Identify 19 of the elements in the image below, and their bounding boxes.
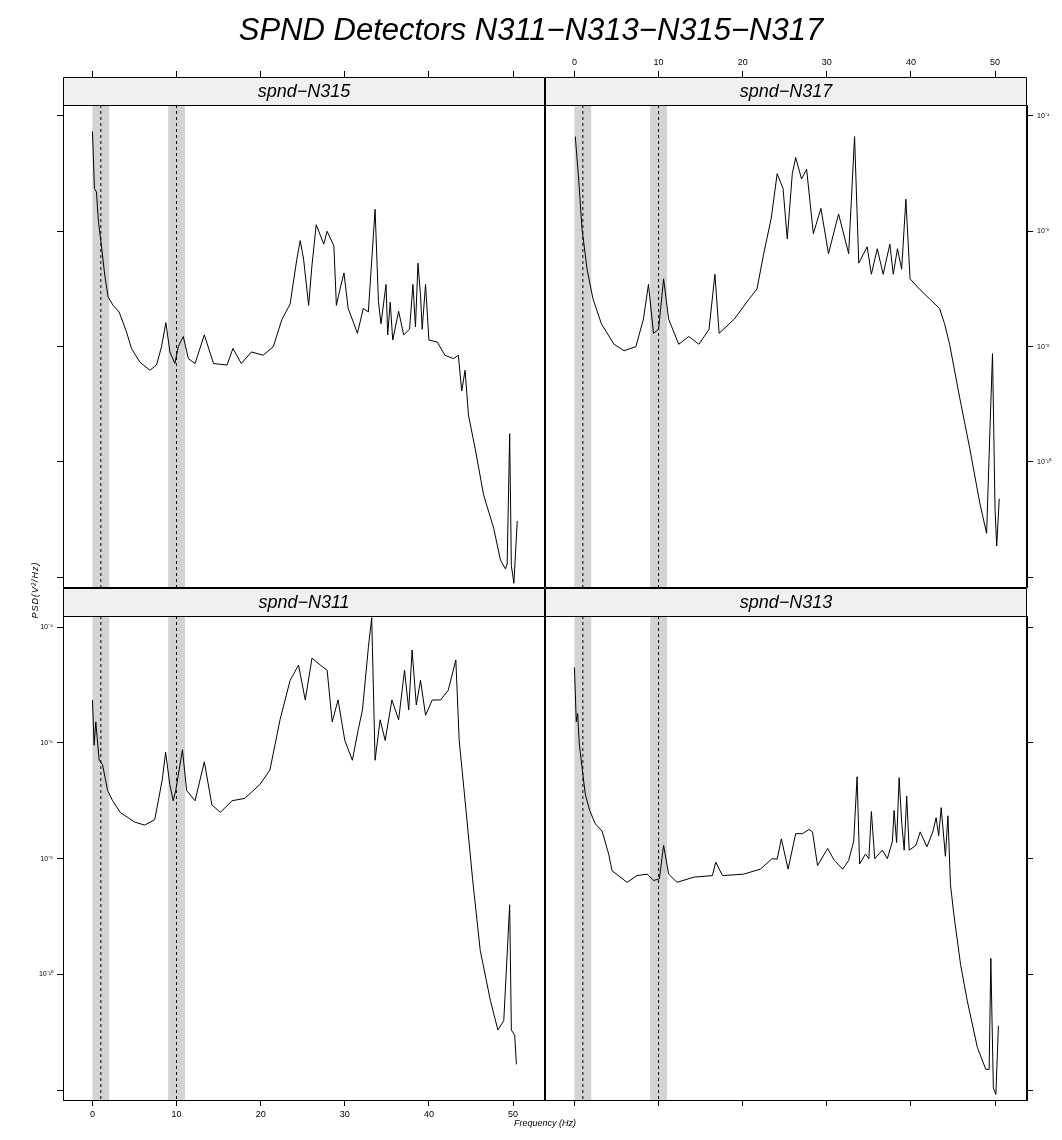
x-tick-label: 20 (737, 57, 748, 68)
chart-subtitle: spnd−N317 (739, 81, 834, 101)
x-tick-label: 40 (423, 1108, 434, 1119)
x-tick-label: 0 (89, 1108, 95, 1119)
chart-subtitle: spnd−N311 (258, 592, 350, 612)
x-tick-label: 10 (171, 1108, 182, 1119)
chart-title: SPND Detectors N311−N313−N315−N317 (237, 12, 825, 48)
x-tick-label: 20 (255, 1108, 266, 1119)
chart-subtitle: spnd−N313 (739, 592, 833, 612)
x-tick-label: 50 (508, 1108, 519, 1119)
x-tick-label: 30 (339, 1108, 350, 1119)
x-tick-label: 50 (990, 57, 1001, 68)
x-axis-title: Frequency (Hz) (513, 1118, 577, 1128)
x-tick-label: 30 (821, 57, 832, 68)
x-tick-label: 40 (905, 57, 916, 68)
x-tick-label: 0 (571, 57, 577, 68)
x-tick-label: 10 (653, 57, 664, 68)
chart-subtitle: spnd−N315 (257, 81, 352, 101)
y-axis-title: PSD(V²/Hz) (30, 561, 40, 619)
